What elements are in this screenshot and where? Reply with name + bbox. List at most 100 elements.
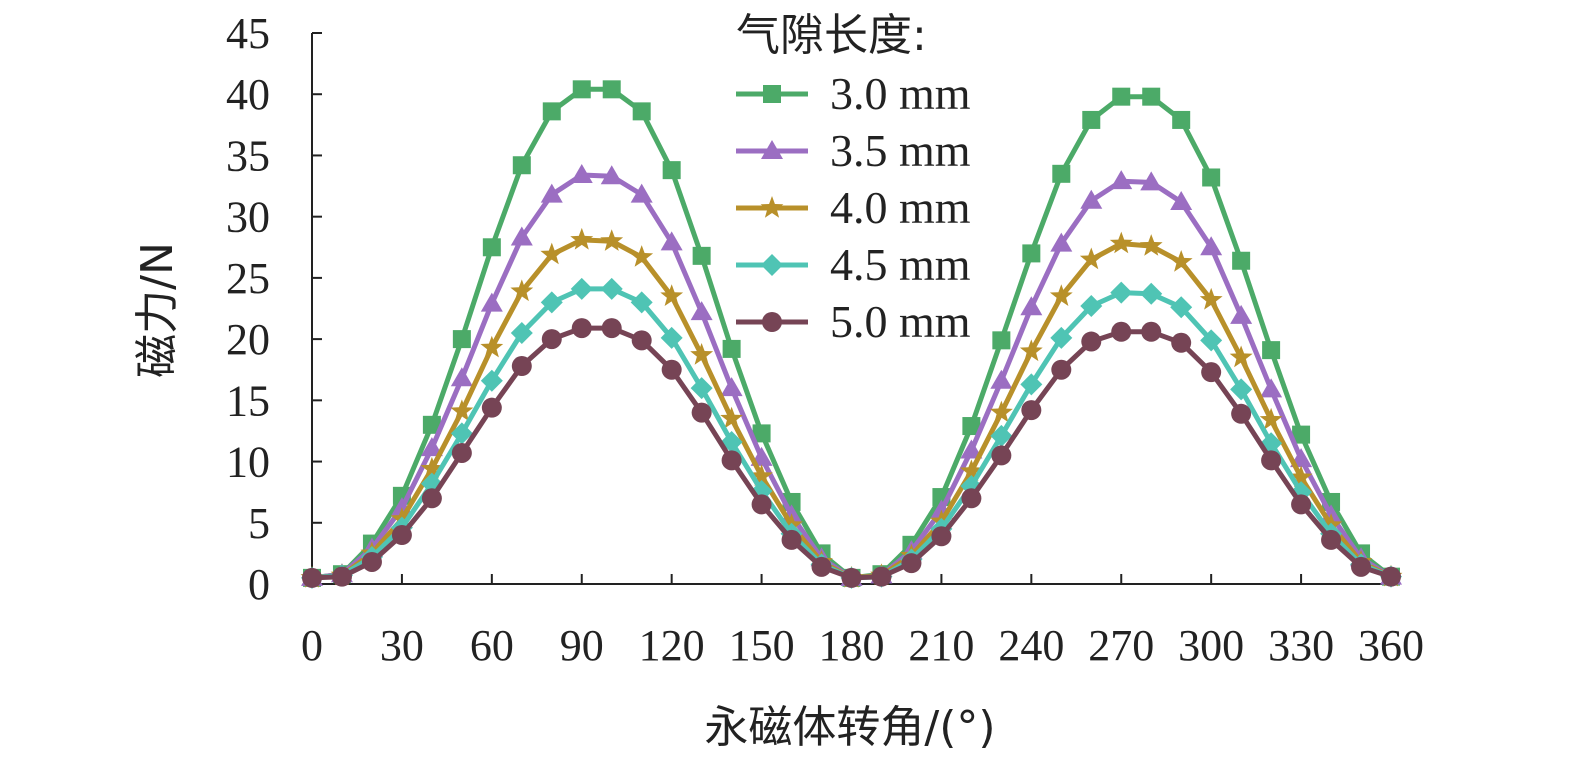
data-point	[630, 291, 653, 314]
data-point	[931, 526, 952, 547]
y-tick-label: 35	[226, 131, 270, 180]
data-point	[1080, 295, 1103, 318]
y-tick-label: 45	[226, 9, 270, 58]
data-point	[1169, 250, 1193, 272]
y-tick-label: 40	[226, 70, 270, 119]
y-tick-label: 25	[226, 254, 270, 303]
data-point	[751, 494, 772, 515]
data-point	[571, 318, 592, 339]
y-tick-label: 20	[226, 315, 270, 364]
data-point	[989, 400, 1013, 423]
legend-marker	[761, 254, 783, 276]
data-point	[990, 424, 1013, 447]
series-5-0-mm	[302, 318, 1401, 588]
data-point	[452, 330, 471, 349]
data-point	[600, 277, 623, 300]
data-point	[1201, 362, 1222, 383]
data-point	[572, 80, 591, 99]
data-point	[1142, 87, 1161, 106]
data-point	[1021, 400, 1042, 421]
data-point	[450, 399, 474, 422]
data-point	[540, 183, 563, 203]
data-point	[570, 277, 593, 300]
data-point	[692, 246, 711, 265]
data-point	[602, 80, 621, 99]
data-point	[601, 318, 622, 339]
data-point	[1259, 407, 1283, 430]
data-point	[1109, 231, 1133, 254]
data-point	[391, 525, 412, 546]
data-point	[1200, 236, 1223, 256]
x-axis-title: 永磁体转角/(°)	[704, 702, 995, 753]
data-point	[1230, 304, 1253, 324]
data-point	[481, 397, 502, 418]
x-tick-label: 270	[1088, 621, 1154, 670]
x-tick-label: 180	[819, 621, 885, 670]
x-tick-label: 90	[560, 621, 604, 670]
data-point	[1261, 450, 1282, 471]
data-point	[600, 229, 624, 251]
data-point	[721, 450, 742, 471]
x-tick-label: 60	[470, 621, 514, 670]
data-point	[510, 321, 533, 344]
data-point	[302, 567, 322, 588]
legend-item: 4.0 mm	[736, 182, 971, 233]
data-point	[1112, 87, 1131, 106]
data-point	[720, 377, 743, 397]
data-point	[960, 459, 983, 482]
x-tick-label: 330	[1268, 621, 1334, 670]
data-point	[1199, 287, 1223, 310]
data-point	[660, 326, 683, 349]
legend-label: 3.0 mm	[830, 68, 971, 119]
legend-marker	[761, 140, 783, 159]
legend-label: 4.0 mm	[830, 182, 971, 233]
data-point	[781, 529, 802, 550]
data-point	[961, 488, 982, 509]
data-point	[1230, 378, 1253, 401]
legend-item: 4.5 mm	[736, 239, 971, 290]
data-point	[541, 329, 562, 350]
data-point	[451, 442, 472, 463]
data-point	[1051, 359, 1072, 380]
legend-marker	[762, 312, 782, 332]
data-point	[991, 445, 1012, 466]
data-point	[361, 551, 382, 572]
data-point	[1019, 339, 1043, 362]
data-point	[512, 156, 531, 175]
data-point	[1110, 281, 1133, 304]
x-tick-label: 150	[729, 621, 795, 670]
data-point	[542, 102, 561, 121]
legend-label: 4.5 mm	[830, 239, 971, 290]
data-point	[752, 424, 771, 443]
series-layer	[300, 80, 1403, 589]
data-point	[811, 556, 832, 577]
legend-item: 3.0 mm	[736, 68, 971, 119]
x-tick-label: 0	[301, 621, 323, 670]
data-point	[1202, 168, 1221, 187]
data-point	[901, 553, 922, 574]
data-point	[1171, 332, 1192, 353]
data-point	[1081, 331, 1102, 352]
legend-label: 5.0 mm	[830, 296, 971, 347]
data-point	[1262, 341, 1281, 360]
legend-title: 气隙长度:	[736, 10, 927, 61]
y-tick-label: 0	[248, 560, 270, 609]
data-point	[600, 165, 623, 185]
legend-marker	[763, 85, 781, 103]
data-point	[450, 422, 473, 445]
data-point	[1172, 110, 1191, 129]
data-point	[1231, 403, 1252, 424]
x-tick-label: 240	[998, 621, 1064, 670]
data-point	[331, 566, 352, 587]
data-point	[1140, 282, 1163, 305]
data-point	[871, 566, 892, 587]
data-point	[1170, 190, 1193, 210]
data-point	[1351, 556, 1372, 577]
legend-item: 3.5 mm	[736, 125, 971, 176]
data-point	[511, 356, 532, 377]
data-point	[722, 339, 741, 358]
data-point	[690, 377, 713, 400]
data-point	[450, 367, 473, 387]
x-ticks: 0 30 60 90 120 150 180 210 240 270 300 330 360	[301, 574, 1424, 670]
data-point	[1292, 425, 1311, 444]
